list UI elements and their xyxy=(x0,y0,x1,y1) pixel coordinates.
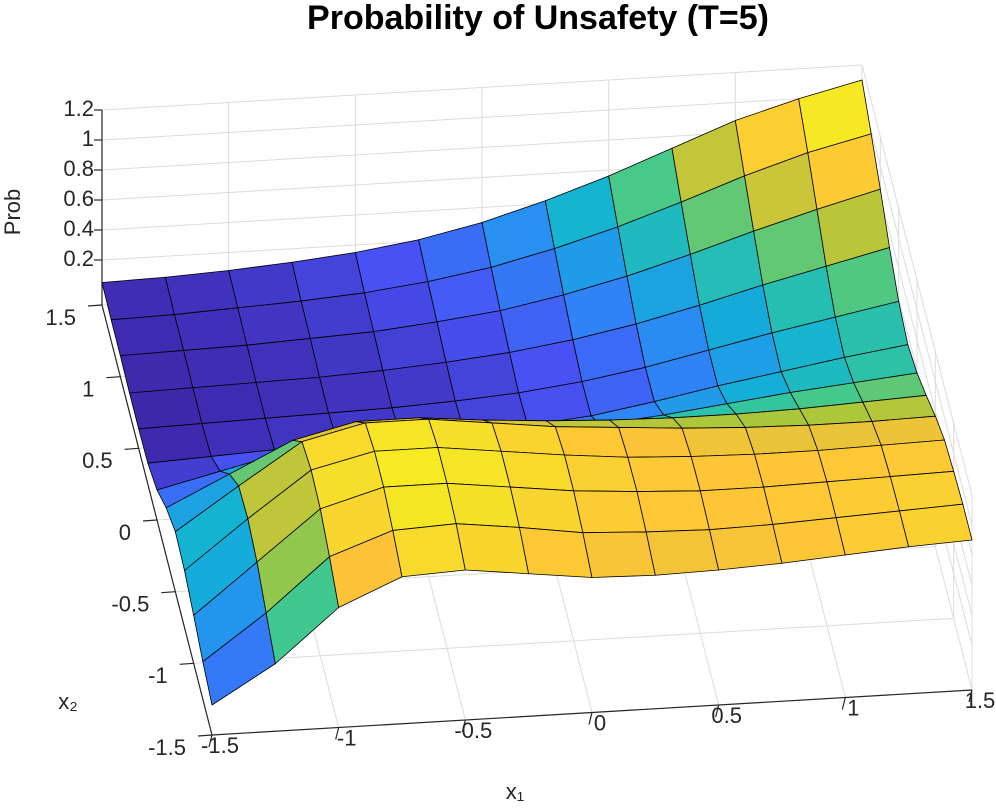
y-axis-label: x₂ xyxy=(58,689,78,714)
surface-patch xyxy=(183,344,257,389)
surface-patch xyxy=(754,450,828,488)
x-tick xyxy=(715,704,720,718)
chart-title: Probability of Unsafety (T=5) xyxy=(307,0,769,37)
x-tick-label: 0 xyxy=(594,710,606,735)
y-tick-label: 0.5 xyxy=(82,448,113,473)
grid-line xyxy=(861,94,973,526)
x-tick xyxy=(335,727,340,740)
y-tick xyxy=(87,304,103,307)
surface-patch xyxy=(564,454,638,492)
y-tick-label: 1.5 xyxy=(45,305,76,330)
y-tick xyxy=(142,519,158,522)
z-tick-label: 0.8 xyxy=(63,156,94,181)
surface-patch xyxy=(709,524,783,571)
surface-patch xyxy=(519,527,593,578)
grid-line xyxy=(861,64,973,496)
surface-patch xyxy=(192,382,266,424)
surface-patch xyxy=(300,292,375,339)
surface-patch xyxy=(491,422,565,456)
z-tick-label: 0.2 xyxy=(63,246,94,271)
x-tick-label: 1.5 xyxy=(965,688,996,713)
surface-patch xyxy=(500,450,575,492)
surface-patch xyxy=(772,517,846,564)
surface-patch xyxy=(681,427,755,457)
y-tick-label: -0.5 xyxy=(111,591,149,616)
y-tick xyxy=(161,591,176,594)
surface-patch xyxy=(428,418,502,452)
x-tick xyxy=(841,697,846,710)
surface-patch xyxy=(246,338,320,383)
surface-patch xyxy=(618,427,692,458)
surface-patch xyxy=(817,444,891,483)
surface-patch xyxy=(582,531,656,578)
surface-patch xyxy=(309,331,384,378)
surface-patch xyxy=(392,523,466,578)
y-tick xyxy=(197,734,213,737)
surface-patch xyxy=(119,350,194,394)
y-tick-label: -1 xyxy=(148,663,168,688)
surface-patch xyxy=(446,482,520,528)
surface-patch xyxy=(554,426,629,458)
surface-patch xyxy=(374,447,448,488)
x-tick xyxy=(208,734,213,748)
x-axis-label: x₁ xyxy=(506,779,524,804)
surface-patch xyxy=(899,503,973,548)
x-tick xyxy=(968,689,973,703)
surface-patch xyxy=(636,490,710,533)
x-tick xyxy=(588,712,593,725)
surface-patch xyxy=(763,481,837,525)
surface-patch xyxy=(880,439,955,477)
x-tick-label: -0.5 xyxy=(454,718,492,743)
surface-patch xyxy=(609,417,683,429)
z-tick-label: 1 xyxy=(82,126,94,151)
surface-patch xyxy=(573,490,647,534)
z-axis-label: Prob xyxy=(0,189,25,235)
surface xyxy=(101,79,973,706)
z-tick-label: 1.2 xyxy=(63,96,94,121)
surface-patch xyxy=(645,529,720,576)
x-tick-label: 1 xyxy=(847,695,859,720)
y-tick-label: 1 xyxy=(82,376,94,401)
y-tick xyxy=(124,447,139,450)
y-tick xyxy=(179,662,194,665)
surface-patch xyxy=(319,370,393,414)
surface-patch xyxy=(699,486,774,531)
y-tick-label: -1.5 xyxy=(148,735,186,760)
surface-patch xyxy=(255,376,330,419)
surface-patch xyxy=(382,361,456,409)
surface-patch xyxy=(509,486,584,534)
z-tick-label: 0.4 xyxy=(63,216,94,241)
surface-patch xyxy=(129,387,203,430)
grid-line xyxy=(101,64,863,111)
surface-patch xyxy=(237,300,311,346)
surface-patch xyxy=(174,307,248,351)
x-tick-label: -1.5 xyxy=(201,733,239,758)
surface-patch xyxy=(744,424,819,455)
surface-patch xyxy=(228,261,302,309)
surface-patch xyxy=(164,270,239,315)
z-tick-label: 0.6 xyxy=(63,186,94,211)
surface-patch xyxy=(826,476,900,519)
y-tick-label: 0 xyxy=(119,520,131,545)
surface-patch xyxy=(291,252,365,302)
axes-labels: -1.5 -1 -0.5 0 0.5 1 1.5 -1.5 -1 -0.5 0 0.5 1 1.5 0.2 0… xyxy=(45,96,995,760)
surface-patch xyxy=(110,314,185,357)
surface-patch xyxy=(437,447,511,488)
x-tick-label: 0.5 xyxy=(711,703,742,728)
surface-patch xyxy=(835,510,910,556)
surface-patch xyxy=(690,453,765,492)
y-tick xyxy=(106,376,121,379)
surface-patch xyxy=(455,523,530,575)
grid-line xyxy=(101,94,863,141)
surface-patch xyxy=(364,418,439,452)
surface-patch xyxy=(101,276,175,321)
grid-line xyxy=(193,617,954,664)
x-tick xyxy=(461,719,466,733)
surface-patch xyxy=(627,456,701,492)
surface-patch xyxy=(383,482,457,531)
x-tick-label: -1 xyxy=(337,725,357,750)
